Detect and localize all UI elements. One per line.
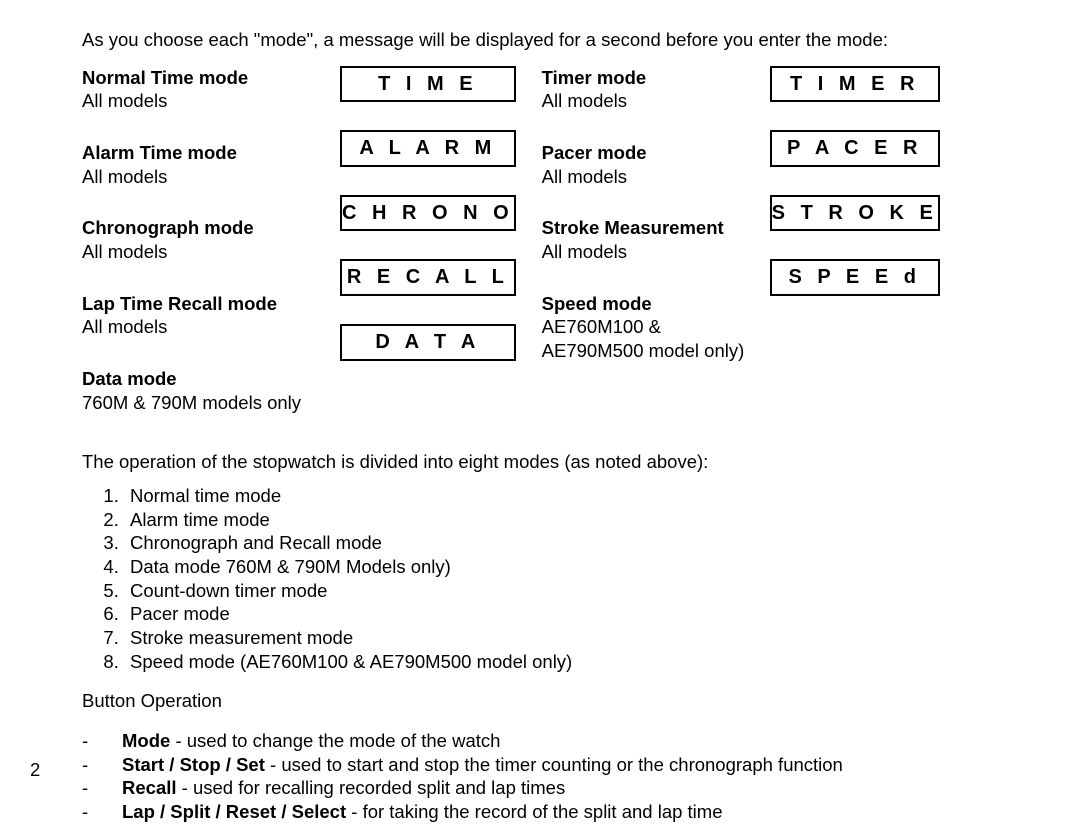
mode-sub: All models — [542, 165, 760, 189]
mode-sub: All models — [82, 240, 330, 264]
display-box-pacer: P A C E R — [770, 130, 940, 167]
mode-desc: Data mode 760M & 790M models only — [82, 367, 330, 414]
display-box-alarm: A L A R M — [340, 130, 516, 167]
button-text: Lap / Split / Reset / Select - for takin… — [122, 800, 1025, 824]
button-term: Recall — [122, 777, 177, 798]
section-text: The operation of the stopwatch is divide… — [82, 450, 1025, 474]
display-box-chrono: C H R O N O — [340, 195, 516, 232]
display-box-recall: R E C A L L — [340, 259, 516, 296]
left-descriptions-column: Normal Time mode All models Alarm Time m… — [82, 66, 330, 443]
mode-sub: All models — [542, 240, 760, 264]
mode-sub: All models — [542, 89, 760, 113]
list-item: Data mode 760M & 790M Models only) — [124, 555, 1025, 579]
list-item: Speed mode (AE760M100 & AE790M500 model … — [124, 650, 1025, 674]
list-item: Stroke measurement mode — [124, 626, 1025, 650]
mode-title: Alarm Time mode — [82, 141, 330, 165]
mode-desc: Pacer mode All models — [542, 141, 760, 188]
button-text: Mode - used to change the mode of the wa… — [122, 729, 1025, 753]
right-descriptions-column: Timer mode All models Pacer mode All mod… — [542, 66, 760, 443]
list-item: Chronograph and Recall mode — [124, 531, 1025, 555]
intro-text: As you choose each "mode", a message wil… — [82, 28, 1025, 52]
mode-desc: Normal Time mode All models — [82, 66, 330, 113]
button-row: - Start / Stop / Set - used to start and… — [82, 753, 1025, 777]
display-box-data: D A T A — [340, 324, 516, 361]
modes-grid: Normal Time mode All models Alarm Time m… — [82, 66, 1025, 443]
mode-sub: All models — [82, 315, 330, 339]
list-item: Count-down timer mode — [124, 579, 1025, 603]
mode-title: Stroke Measurement — [542, 216, 760, 240]
mode-desc: Timer mode All models — [542, 66, 760, 113]
display-box-speed: S P E E d — [770, 259, 940, 296]
button-term: Start / Stop / Set — [122, 754, 265, 775]
button-text: Recall - used for recalling recorded spl… — [122, 776, 1025, 800]
mode-desc: Speed mode AE760M100 & AE790M500 model o… — [542, 292, 760, 363]
mode-title: Pacer mode — [542, 141, 760, 165]
button-term: Mode — [122, 730, 170, 751]
button-desc: - used to change the mode of the watch — [170, 730, 500, 751]
mode-title: Normal Time mode — [82, 66, 330, 90]
button-term: Lap / Split / Reset / Select — [122, 801, 346, 822]
mode-desc: Stroke Measurement All models — [542, 216, 760, 263]
dash: - — [82, 776, 122, 800]
button-desc: - used for recalling recorded split and … — [177, 777, 566, 798]
mode-title: Timer mode — [542, 66, 760, 90]
display-box-stroke: S T R O K E — [770, 195, 940, 232]
mode-sub: 760M & 790M models only — [82, 391, 330, 415]
mode-desc: Alarm Time mode All models — [82, 141, 330, 188]
mode-desc: Lap Time Recall mode All models — [82, 292, 330, 339]
button-text: Start / Stop / Set - used to start and s… — [122, 753, 1025, 777]
list-item: Normal time mode — [124, 484, 1025, 508]
dash: - — [82, 753, 122, 777]
mode-sub: AE760M100 & AE790M500 model only) — [542, 315, 760, 362]
page-number: 2 — [30, 758, 40, 782]
button-desc: - used to start and stop the timer count… — [265, 754, 843, 775]
button-row: - Recall - used for recalling recorded s… — [82, 776, 1025, 800]
button-operation-title: Button Operation — [82, 689, 1025, 713]
button-row: - Lap / Split / Reset / Select - for tak… — [82, 800, 1025, 824]
mode-title: Data mode — [82, 367, 330, 391]
modes-list: Normal time mode Alarm time mode Chronog… — [124, 484, 1025, 673]
dash: - — [82, 800, 122, 824]
display-box-timer: T I M E R — [770, 66, 940, 103]
mode-title: Lap Time Recall mode — [82, 292, 330, 316]
dash: - — [82, 729, 122, 753]
mode-title: Chronograph mode — [82, 216, 330, 240]
mode-sub: All models — [82, 89, 330, 113]
mode-sub: All models — [82, 165, 330, 189]
display-box-time: T I M E — [340, 66, 516, 103]
mode-title: Speed mode — [542, 292, 760, 316]
list-item: Pacer mode — [124, 602, 1025, 626]
right-boxes-column: T I M E R P A C E R S T R O K E S P E E … — [770, 66, 940, 443]
mode-desc: Chronograph mode All models — [82, 216, 330, 263]
list-item: Alarm time mode — [124, 508, 1025, 532]
left-boxes-column: T I M E A L A R M C H R O N O R E C A L … — [340, 66, 516, 443]
button-desc: - for taking the record of the split and… — [346, 801, 722, 822]
button-row: - Mode - used to change the mode of the … — [82, 729, 1025, 753]
